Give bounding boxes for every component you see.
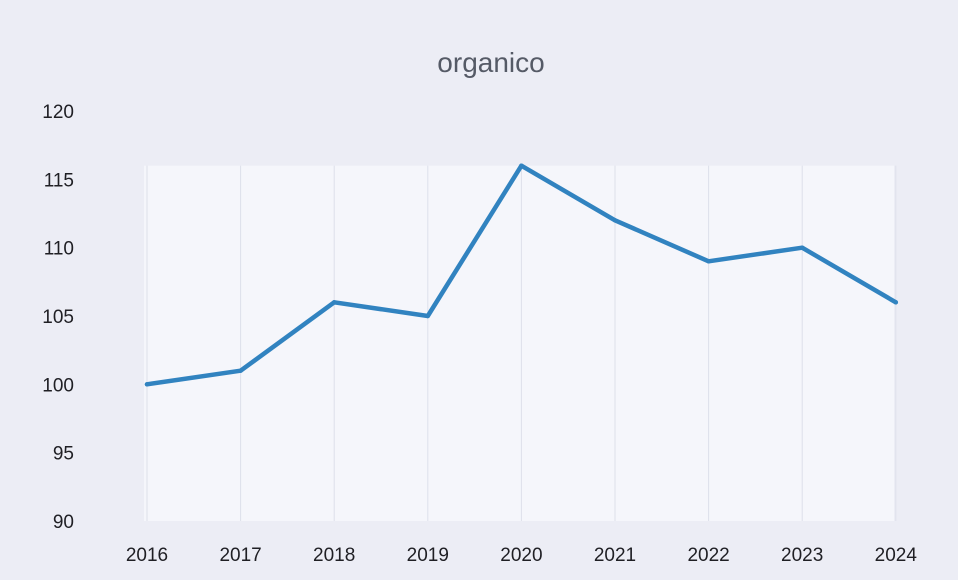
y-tick-label: 105 (42, 307, 74, 328)
data-point (519, 163, 524, 168)
y-tick-label: 100 (42, 375, 74, 396)
data-point (144, 382, 150, 387)
x-tick-label: 2020 (500, 545, 542, 566)
y-tick-label: 115 (44, 170, 74, 191)
data-point (238, 368, 243, 373)
x-tick-label: 2024 (875, 545, 918, 566)
data-point (706, 259, 711, 264)
data-point (612, 218, 618, 223)
x-tick-label: 2021 (594, 545, 636, 566)
x-tick-label: 2017 (219, 545, 261, 566)
y-tick-label: 110 (44, 239, 74, 260)
series-layer (144, 163, 899, 387)
grid-lines (146, 165, 897, 521)
x-tick-label: 2022 (687, 545, 729, 566)
x-axis-tick-labels: 2016 2017 2018 2019 2020 2021 2022 2023 2024 (126, 545, 918, 566)
data-point (893, 300, 898, 305)
chart-title: organico (437, 47, 544, 78)
y-axis-tick-labels: 90 95 100 105 110 115 120 (42, 102, 74, 533)
x-tick-label: 2019 (407, 545, 449, 566)
x-tick-label: 2023 (781, 545, 823, 566)
y-tick-label: 120 (42, 102, 74, 123)
plot-area (144, 165, 894, 521)
y-tick-label: 95 (53, 444, 74, 465)
x-tick-label: 2016 (126, 545, 168, 566)
y-tick-label: 90 (53, 512, 74, 533)
data-point (800, 245, 805, 250)
data-point (425, 313, 430, 319)
x-tick-label: 2018 (313, 545, 355, 566)
data-point (332, 300, 337, 305)
